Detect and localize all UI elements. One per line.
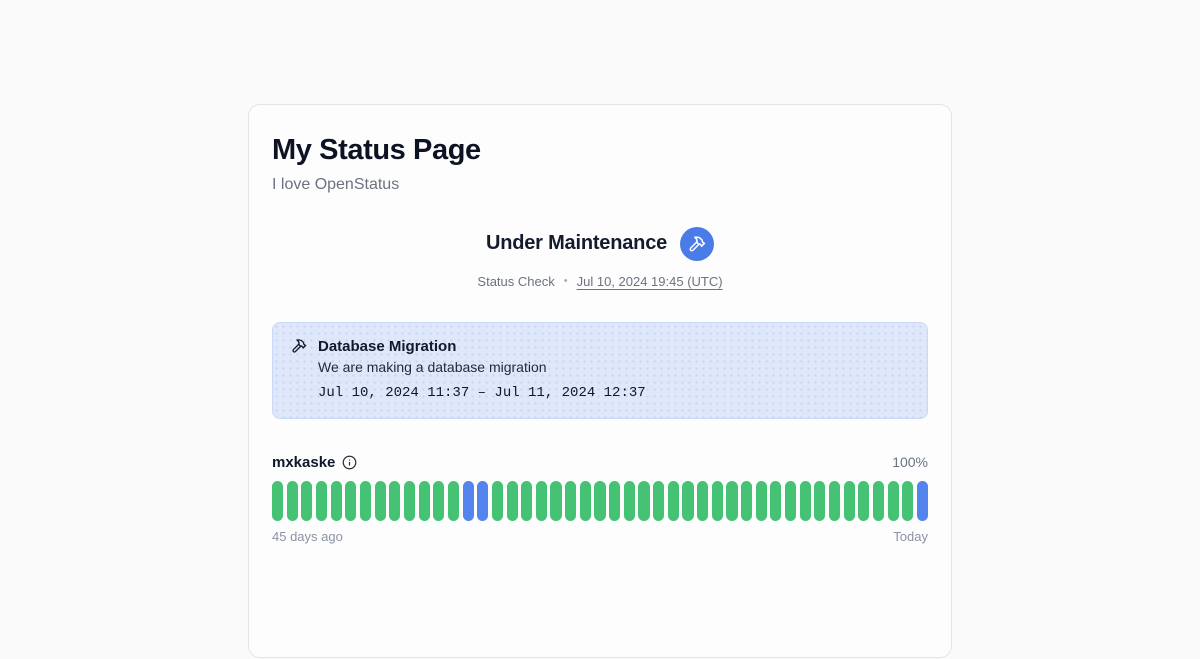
uptime-bar-operational[interactable] xyxy=(755,480,767,521)
uptime-percentage: 100% xyxy=(892,454,928,471)
maintenance-title: Database Migration xyxy=(318,337,457,355)
uptime-bar-operational[interactable] xyxy=(814,480,826,521)
uptime-bar-operational[interactable] xyxy=(887,480,899,521)
tracker-end-label: Today xyxy=(893,528,928,544)
uptime-bar-operational[interactable] xyxy=(330,480,342,521)
uptime-bar-operational[interactable] xyxy=(286,480,298,521)
uptime-bar-operational[interactable] xyxy=(579,480,591,521)
uptime-bar-operational[interactable] xyxy=(374,480,386,521)
uptime-bar-maintenance[interactable] xyxy=(462,480,474,521)
uptime-bar-operational[interactable] xyxy=(418,480,430,521)
uptime-bar-operational[interactable] xyxy=(359,480,372,521)
uptime-bar-operational[interactable] xyxy=(315,480,328,521)
uptime-bar-operational[interactable] xyxy=(667,480,679,521)
info-icon[interactable] xyxy=(342,455,357,470)
status-meta: Status Check • Jul 10, 2024 19:45 (UTC) xyxy=(272,274,928,289)
uptime-bar-operational[interactable] xyxy=(843,480,855,521)
uptime-bar-operational[interactable] xyxy=(403,480,416,521)
uptime-bar-operational[interactable] xyxy=(301,480,313,521)
uptime-bar-operational[interactable] xyxy=(858,480,870,521)
uptime-bar-operational[interactable] xyxy=(565,480,577,521)
uptime-bar-operational[interactable] xyxy=(623,480,635,521)
uptime-bar-operational[interactable] xyxy=(550,480,562,521)
monitor-name: mxkaske xyxy=(272,453,336,471)
uptime-bar-maintenance[interactable] xyxy=(916,480,929,521)
uptime-bar-operational[interactable] xyxy=(828,480,841,521)
uptime-bar-operational[interactable] xyxy=(872,480,885,521)
uptime-bar-operational[interactable] xyxy=(697,480,709,521)
uptime-bar-operational[interactable] xyxy=(433,480,445,521)
status-timestamp-link[interactable]: Jul 10, 2024 19:45 (UTC) xyxy=(576,273,723,289)
uptime-bar-operational[interactable] xyxy=(609,480,621,521)
uptime-bar-operational[interactable] xyxy=(784,480,797,521)
uptime-bar-operational[interactable] xyxy=(638,480,650,521)
maintenance-date-range: Jul 10, 2024 11:37 – Jul 11, 2024 12:37 xyxy=(318,384,646,401)
uptime-bar-operational[interactable] xyxy=(535,480,547,521)
uptime-bar-operational[interactable] xyxy=(653,480,665,521)
uptime-bar-operational[interactable] xyxy=(506,480,518,521)
uptime-bar-operational[interactable] xyxy=(389,480,401,521)
maintenance-description: We are making a database migration xyxy=(318,358,547,375)
uptime-bar-operational[interactable] xyxy=(491,480,503,521)
uptime-bar-operational[interactable] xyxy=(741,480,753,521)
uptime-bar-operational[interactable] xyxy=(682,480,694,521)
hammer-icon xyxy=(291,338,307,354)
separator-dot: • xyxy=(563,275,568,288)
uptime-bar-operational[interactable] xyxy=(902,480,914,521)
current-status-section: Under Maintenance Status Check • Jul 10,… xyxy=(272,226,928,289)
page-subtitle: I love OpenStatus xyxy=(272,175,400,193)
uptime-bar-operational[interactable] xyxy=(447,480,460,521)
status-heading: Under Maintenance xyxy=(485,232,668,255)
uptime-bar-operational[interactable] xyxy=(272,480,284,521)
uptime-bar-maintenance[interactable] xyxy=(477,480,489,521)
uptime-bar-operational[interactable] xyxy=(345,480,357,521)
hammer-icon xyxy=(680,226,715,261)
status-check-label: Status Check xyxy=(477,273,555,289)
uptime-bar-operational[interactable] xyxy=(726,480,738,521)
tracker-start-label: 45 days ago xyxy=(272,528,343,544)
page-title: My Status Page xyxy=(272,134,481,166)
uptime-bar-operational[interactable] xyxy=(711,480,723,521)
uptime-bar-operational[interactable] xyxy=(594,480,606,521)
uptime-tracker xyxy=(272,480,929,521)
uptime-bar-operational[interactable] xyxy=(799,480,811,521)
uptime-monitor-section: mxkaske 100% 45 days ago Today xyxy=(272,453,929,544)
status-page-card: My Status Page I love OpenStatus Under M… xyxy=(248,104,952,658)
uptime-bar-operational[interactable] xyxy=(521,480,533,521)
maintenance-banner: Database Migration We are making a datab… xyxy=(272,321,928,419)
uptime-bar-operational[interactable] xyxy=(770,480,782,521)
